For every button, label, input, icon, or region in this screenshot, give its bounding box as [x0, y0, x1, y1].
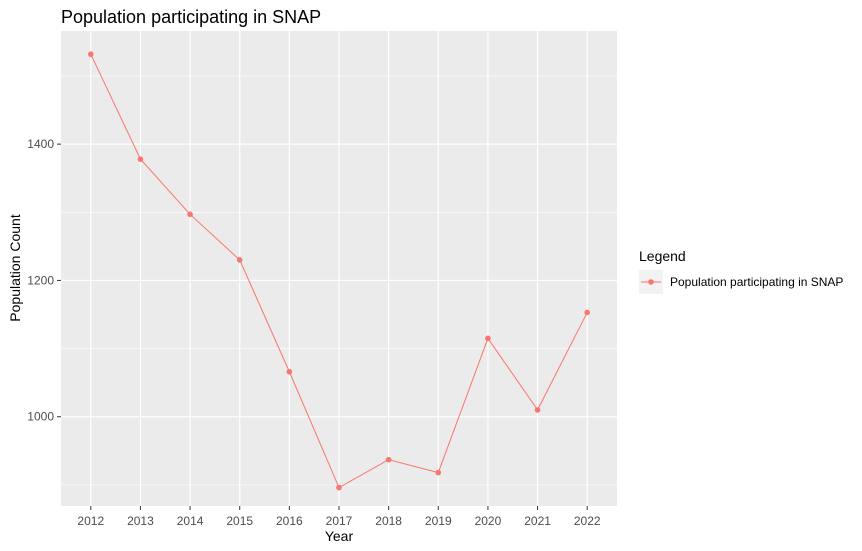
y-axis-title: Population Count — [7, 214, 23, 322]
data-point — [534, 407, 541, 413]
x-axis-title: Year — [325, 528, 354, 544]
major-gridlines — [61, 31, 617, 506]
x-axis: 2012 2013 2014 2015 2016 2017 2018 2019 2020 2021… — [77, 506, 601, 528]
y-tick-label: 1000 — [27, 410, 54, 424]
legend-entry-label: Population participating in SNAP — [670, 275, 843, 289]
x-tick-label: 2019 — [425, 514, 452, 528]
x-tick-label: 2021 — [524, 514, 551, 528]
y-tick-label: 1400 — [27, 137, 54, 151]
data-point — [336, 484, 342, 491]
series-points — [87, 51, 591, 491]
data-point — [485, 335, 491, 342]
data-point — [137, 156, 144, 162]
x-tick-label: 2014 — [177, 514, 204, 528]
data-point — [385, 456, 392, 463]
data-point — [286, 368, 293, 375]
y-tick-label: 1200 — [27, 273, 54, 287]
data-point — [584, 309, 591, 316]
y-axis: 1000 1200 1400 — [27, 137, 61, 424]
chart-title: Population participating in SNAP — [61, 7, 321, 27]
legend-title: Legend — [639, 248, 686, 264]
x-tick-label: 2022 — [574, 514, 601, 528]
x-tick-label: 2015 — [226, 514, 253, 528]
legend-key-point — [648, 279, 654, 285]
legend: Legend Population participating in SNAP — [639, 248, 843, 294]
x-tick-label: 2013 — [127, 514, 154, 528]
x-tick-label: 2020 — [475, 514, 502, 528]
data-point — [87, 51, 94, 57]
x-tick-label: 2016 — [276, 514, 303, 528]
data-point — [236, 257, 243, 263]
data-point — [435, 469, 442, 476]
data-point — [187, 211, 193, 218]
x-tick-label: 2017 — [326, 514, 353, 528]
x-tick-label: 2018 — [375, 514, 402, 528]
x-tick-label: 2012 — [77, 514, 104, 528]
